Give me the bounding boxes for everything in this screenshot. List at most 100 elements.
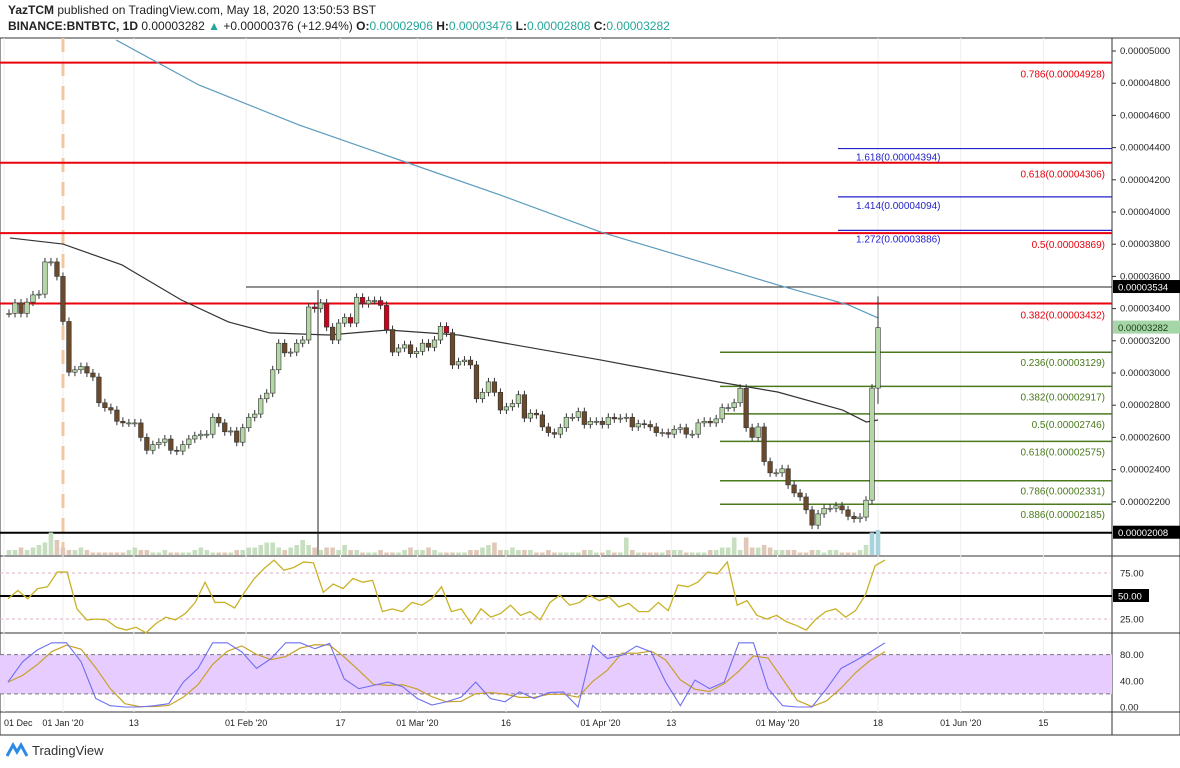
x-tick-label: 13: [129, 718, 139, 728]
volume-bar: [737, 550, 743, 555]
volume-bar: [114, 552, 120, 555]
close-value: 0.00003282: [606, 19, 670, 33]
volume-bar: [444, 552, 449, 555]
rsi-tick-label: 75.00: [1120, 569, 1144, 580]
candle: [180, 444, 186, 452]
candle: [407, 344, 414, 354]
volume-bar: [635, 552, 641, 555]
volume-bar: [653, 552, 659, 555]
rsi-line: [7, 559, 886, 634]
price-change: +0.00000376 (+12.94%): [223, 19, 353, 33]
volume-bar: [713, 550, 719, 555]
candle: [719, 407, 725, 420]
volume-bar: [528, 550, 533, 555]
last-price-label: 0.00003282: [1118, 323, 1168, 334]
candle: [539, 414, 545, 428]
candle: [383, 305, 390, 330]
volume-bar: [126, 550, 132, 555]
candle: [54, 261, 60, 277]
volume-bar: [480, 547, 485, 555]
fib-level-label: 0.618(0.00004306): [1020, 170, 1105, 181]
volume-bar: [695, 552, 701, 555]
volume-bar: [204, 550, 210, 555]
volume-bar: [252, 547, 258, 555]
volume-bar: [12, 550, 18, 555]
candle: [102, 402, 108, 408]
candle: [36, 293, 42, 296]
volume-bar: [869, 532, 875, 555]
x-tick-label: 01 Apr '20: [580, 718, 620, 728]
publisher-name[interactable]: YazTCM: [8, 3, 55, 17]
candle: [845, 509, 851, 517]
x-tick-label: 01 Mar '20: [396, 718, 438, 728]
candle: [246, 416, 252, 429]
volume-bar: [324, 547, 329, 555]
candle: [401, 344, 408, 349]
candle: [66, 321, 72, 373]
x-tick-label: 01 Dec: [4, 718, 33, 728]
candle: [30, 294, 36, 303]
volume-bar: [276, 547, 281, 555]
y-tick-label: 0.00002800: [1120, 400, 1170, 411]
candle: [809, 509, 815, 526]
volume-bar: [288, 547, 293, 555]
volume-bar: [779, 550, 785, 555]
fib-extension-label: 1.618(0.00004394): [856, 153, 941, 164]
candle: [779, 468, 785, 474]
publish-info: YazTCM published on TradingView.com, May…: [8, 3, 376, 17]
volume-bar: [540, 552, 545, 555]
volume-bar: [24, 550, 30, 555]
close-label: C:: [593, 19, 607, 33]
volume-bar: [186, 552, 192, 555]
volume-bar: [815, 550, 821, 555]
support-price-label-bg: [1113, 525, 1180, 539]
volume-bar: [366, 552, 371, 555]
candle: [827, 507, 833, 510]
volume-bar: [72, 550, 78, 555]
candle: [312, 306, 318, 309]
candle: [503, 406, 510, 411]
fib-level-label: 0.786(0.00004928): [1020, 70, 1105, 81]
fib-retracement-label: 0.5(0.00002746): [1032, 420, 1105, 431]
candle: [761, 426, 767, 462]
x-tick-label: 15: [1038, 718, 1048, 728]
tradingview-logo[interactable]: TradingView: [6, 742, 104, 758]
low-label: L:: [515, 19, 527, 33]
high-value: 0.00003476: [448, 19, 513, 33]
candle: [605, 416, 611, 425]
candle: [282, 342, 288, 354]
volume-bar: [258, 545, 264, 555]
candle: [24, 301, 30, 314]
symbol-label[interactable]: BINANCE:BNTBTC, 1D: [8, 19, 138, 33]
rsi-tick-label: 25.00: [1120, 615, 1144, 626]
volume-bar: [707, 550, 713, 555]
moving-average-line: [9, 237, 879, 423]
rsi-tick-label: 50.00: [1118, 592, 1142, 603]
candle: [413, 350, 420, 354]
candle: [192, 435, 198, 440]
volume-bar: [282, 550, 287, 555]
candle: [593, 420, 599, 423]
candle: [228, 430, 234, 433]
x-tick-label: 01 Jun '20: [940, 718, 981, 728]
volume-bar: [570, 552, 575, 555]
symbol-info: BINANCE:BNTBTC, 1D 0.00003282 ▲ +0.00000…: [8, 19, 670, 33]
volume-bar: [600, 552, 605, 555]
volume-bar: [761, 545, 767, 555]
volume-bar: [342, 545, 347, 555]
candle: [461, 359, 468, 363]
volume-bar: [863, 545, 869, 555]
candle: [306, 306, 312, 341]
rsi-50-bg: [1113, 589, 1149, 602]
candle: [839, 505, 845, 511]
volume-bar: [306, 545, 311, 555]
candle: [569, 416, 575, 419]
candle: [797, 492, 803, 498]
candle: [42, 261, 48, 295]
volume-bar: [360, 552, 365, 555]
price-chart[interactable]: 01 Dec 01 Jan '20 13 01 Feb '20 17 01 Mar '20…: [0, 0, 1180, 740]
volume-bar: [396, 552, 401, 555]
volume-bar: [833, 550, 839, 555]
volume-bar: [516, 550, 521, 555]
candle: [749, 427, 755, 438]
